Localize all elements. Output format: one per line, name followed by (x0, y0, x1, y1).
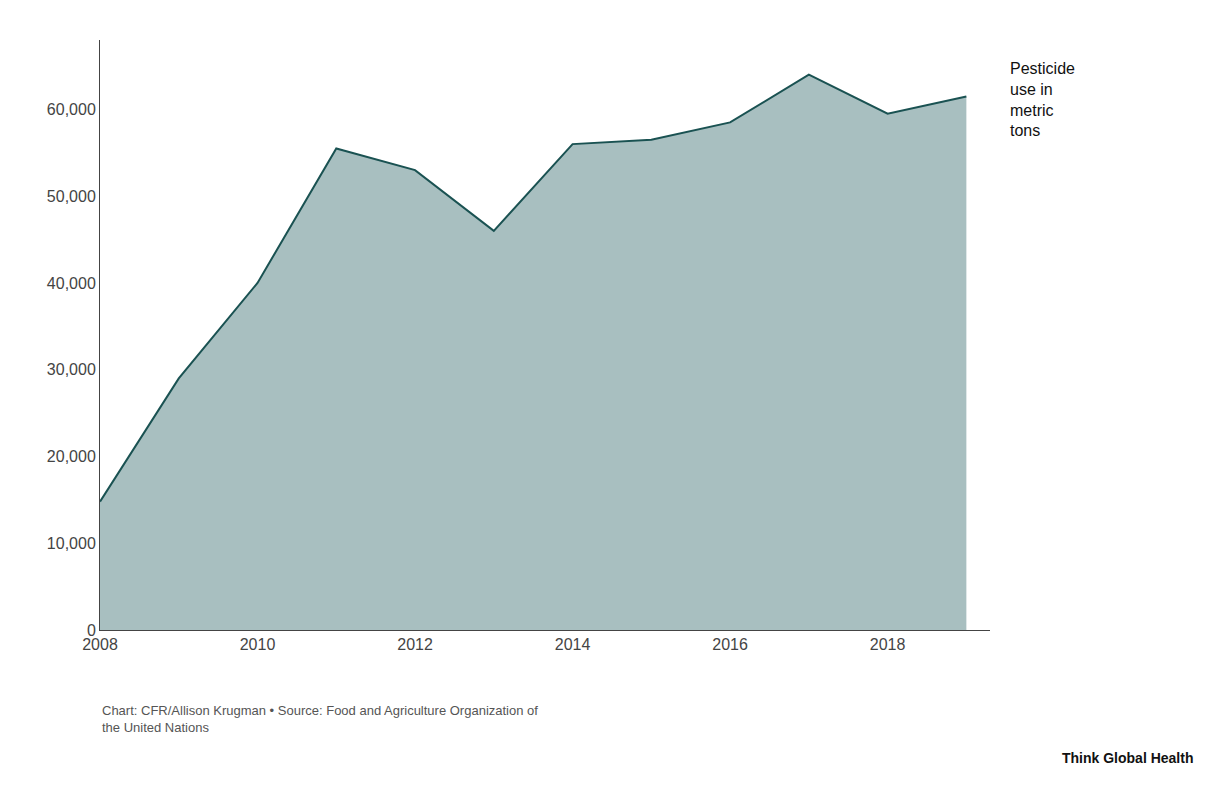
svg-text:10,000: 10,000 (47, 535, 96, 552)
svg-text:Think Global Health: Think Global Health (1062, 750, 1193, 766)
svg-text:30,000: 30,000 (47, 361, 96, 378)
svg-text:20,000: 20,000 (47, 448, 96, 465)
svg-text:Pesticideuse inmetrictons: Pesticideuse inmetrictons (1010, 60, 1075, 139)
svg-text:2018: 2018 (870, 636, 906, 653)
svg-text:2012: 2012 (397, 636, 433, 653)
svg-text:Chart: CFR/Allison Krugman • S: Chart: CFR/Allison Krugman • Source: Foo… (102, 703, 538, 735)
svg-text:50,000: 50,000 (47, 188, 96, 205)
svg-text:2014: 2014 (555, 636, 591, 653)
svg-text:2016: 2016 (712, 636, 748, 653)
svg-text:0: 0 (87, 622, 96, 639)
svg-text:2010: 2010 (240, 636, 276, 653)
svg-text:2008: 2008 (82, 636, 118, 653)
svg-text:40,000: 40,000 (47, 275, 96, 292)
svg-text:60,000: 60,000 (47, 101, 96, 118)
